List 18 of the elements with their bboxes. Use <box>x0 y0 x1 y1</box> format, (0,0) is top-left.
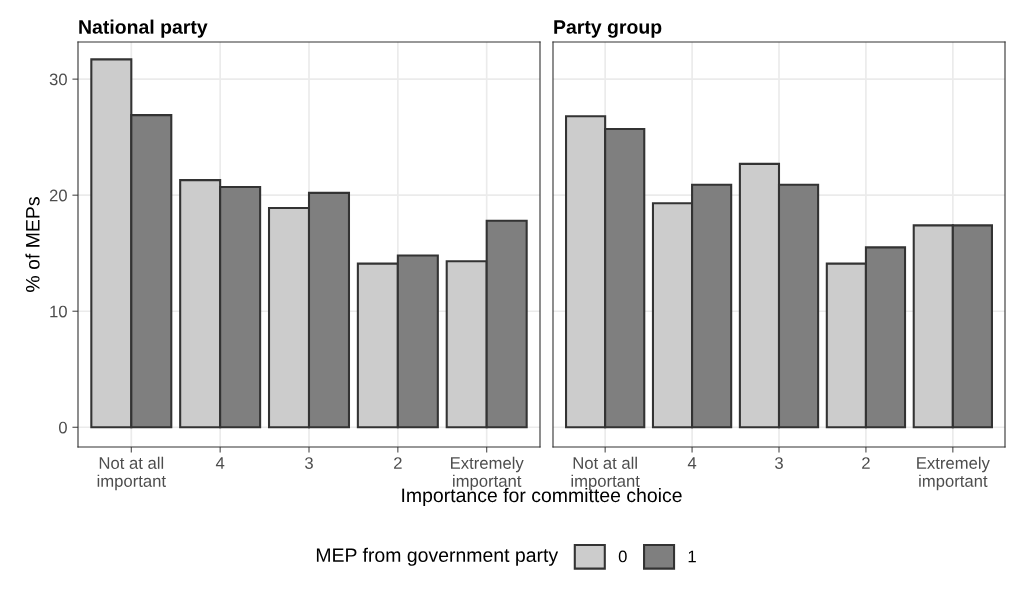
x-tick-label: Not at all important <box>97 456 166 491</box>
x-tick-label: 3 <box>775 457 783 469</box>
x-tick-label: 3 <box>305 457 313 469</box>
x-tick-label: 2 <box>862 457 870 469</box>
legend-title: MEP from government party <box>316 547 559 566</box>
x-tick-label: 2 <box>394 457 402 469</box>
legend-label: 1 <box>688 550 696 563</box>
chart-title: National party <box>79 19 208 38</box>
y-tick-label: 20 <box>49 189 67 202</box>
y-tick-label: 30 <box>49 73 67 86</box>
y-axis-title: % of MEPs <box>25 197 40 292</box>
legend-label: 0 <box>618 550 627 563</box>
chart-title: Party group <box>554 20 662 38</box>
y-tick-label: 0 <box>58 421 67 434</box>
x-tick-label: Extremely important <box>917 456 990 491</box>
y-tick-label: 10 <box>50 305 67 318</box>
x-tick-label: 4 <box>215 457 225 469</box>
x-tick-label: 4 <box>687 457 697 469</box>
